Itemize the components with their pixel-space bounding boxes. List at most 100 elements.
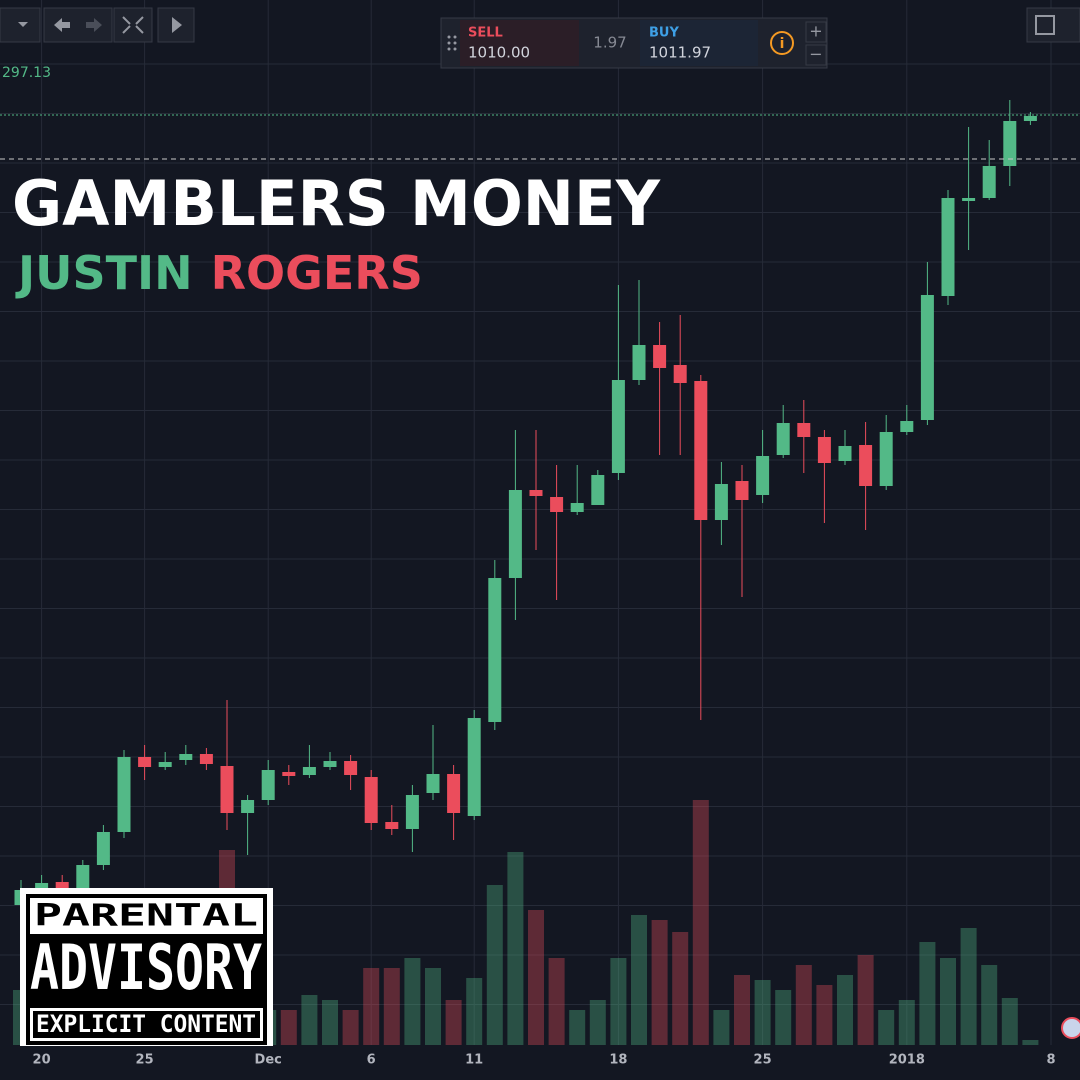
volume-bar xyxy=(734,975,750,1045)
candle-body xyxy=(199,754,213,764)
volume-bar xyxy=(651,920,668,1045)
candle-body xyxy=(1003,121,1017,166)
plus-label: + xyxy=(809,22,822,41)
candle-layer xyxy=(14,100,1037,915)
volume-bar xyxy=(342,1010,359,1045)
x-axis-band xyxy=(0,1046,1080,1080)
candle-body xyxy=(55,882,69,888)
volume-bar xyxy=(837,975,853,1045)
horizontal-grid xyxy=(0,0,1080,1045)
candle-body xyxy=(488,578,502,722)
candle-body xyxy=(817,437,831,463)
volume-bar xyxy=(898,1000,915,1045)
candle-body xyxy=(76,865,90,888)
advisory-line-2: ADVISORY xyxy=(30,931,263,1004)
candle-body xyxy=(591,475,605,505)
candle-body xyxy=(138,757,152,767)
volume-bar xyxy=(466,978,483,1045)
candle-body xyxy=(797,423,811,437)
candle-body xyxy=(570,503,584,512)
volume-bar xyxy=(960,928,977,1045)
minus-button[interactable] xyxy=(805,44,827,66)
volume-bar xyxy=(610,958,627,1045)
toolbar: SELL 1010.00 1.97 BUY 1011.97 i + − xyxy=(0,7,1080,69)
volume-bar xyxy=(919,942,936,1045)
candle-body xyxy=(447,774,461,813)
x-tick-label: 2018 xyxy=(889,1053,925,1068)
candle-body xyxy=(405,795,419,829)
x-tick-label: 25 xyxy=(754,1053,772,1068)
candle-body xyxy=(611,380,625,473)
volume-bar xyxy=(878,1010,895,1045)
volume-bar xyxy=(631,915,647,1045)
candle-body xyxy=(508,490,522,578)
volume-bar xyxy=(528,910,544,1045)
sell-price: 1010.00 xyxy=(468,44,530,62)
volume-bar xyxy=(404,958,421,1045)
info-glyph: i xyxy=(780,36,785,52)
x-tick-label: Dec xyxy=(255,1053,282,1068)
sell-button[interactable] xyxy=(460,20,579,66)
candle-body xyxy=(673,365,687,383)
candle-body xyxy=(467,718,481,816)
candle-body xyxy=(941,198,955,296)
candle-body xyxy=(982,166,996,198)
advisory-line-1: PARENTAL xyxy=(34,899,258,934)
x-tick-label: 8 xyxy=(1046,1053,1055,1068)
volume-bar xyxy=(795,965,812,1045)
flag-icon[interactable] xyxy=(1061,1017,1080,1039)
candle-body xyxy=(302,767,316,775)
dropdown-icon xyxy=(18,22,28,27)
candle-body xyxy=(529,490,543,496)
info-icon[interactable] xyxy=(770,31,794,55)
x-tick-label: 18 xyxy=(609,1053,627,1068)
candle-body xyxy=(261,770,275,800)
plus-button[interactable] xyxy=(805,21,827,43)
artist-first: JUSTIN xyxy=(15,246,193,300)
parental-advisory: PARENTAL ADVISORY EXPLICIT CONTENT xyxy=(20,888,273,1051)
x-tick-label: 25 xyxy=(136,1053,154,1068)
volume-bar xyxy=(713,1010,730,1045)
volume-bar xyxy=(548,958,565,1045)
candle-body xyxy=(776,423,790,455)
buy-button[interactable] xyxy=(640,20,758,66)
candle-body xyxy=(117,757,131,832)
candle-body xyxy=(385,822,399,829)
undo-icon xyxy=(54,18,70,32)
volume-bar xyxy=(363,968,380,1045)
volume-bar xyxy=(981,965,998,1045)
candle-body xyxy=(920,295,934,420)
volume-bar xyxy=(425,968,441,1045)
candle-body xyxy=(962,198,976,201)
volume-bar xyxy=(816,985,833,1045)
menu-button[interactable] xyxy=(0,7,41,43)
candle-body xyxy=(323,761,337,767)
candle-body xyxy=(426,774,440,793)
x-tick-label: 11 xyxy=(465,1053,483,1068)
advisory-band-inner xyxy=(33,1011,260,1038)
advisory-band xyxy=(30,898,263,934)
volume-bar xyxy=(569,1010,586,1045)
advisory-line-3: EXPLICIT CONTENT xyxy=(36,1010,256,1038)
album-title: GAMBLERS MONEY xyxy=(12,167,661,240)
candle-body xyxy=(735,481,749,500)
candle-body xyxy=(179,754,193,760)
volume-bar xyxy=(672,932,689,1045)
play-icon xyxy=(172,17,182,33)
sell-label: SELL xyxy=(468,26,503,41)
x-tick-label: 20 xyxy=(33,1053,51,1068)
volume-bar xyxy=(280,1010,297,1045)
candle-body xyxy=(96,832,110,865)
volume-bar xyxy=(1001,998,1018,1045)
candle-body xyxy=(838,446,852,461)
candle-body xyxy=(694,381,708,520)
x-axis: 20 25 Dec 6 11 18 25 2018 8 xyxy=(33,1053,1056,1068)
volume-bar xyxy=(383,968,400,1045)
candle-body xyxy=(241,800,255,813)
artist-name: JUSTIN ROGERS xyxy=(15,246,423,300)
minus-label: − xyxy=(809,45,822,64)
volume-bar xyxy=(775,990,792,1045)
candle-body xyxy=(344,761,358,775)
fullscreen-button[interactable] xyxy=(113,7,153,43)
x-tick-label: 6 xyxy=(367,1053,376,1068)
